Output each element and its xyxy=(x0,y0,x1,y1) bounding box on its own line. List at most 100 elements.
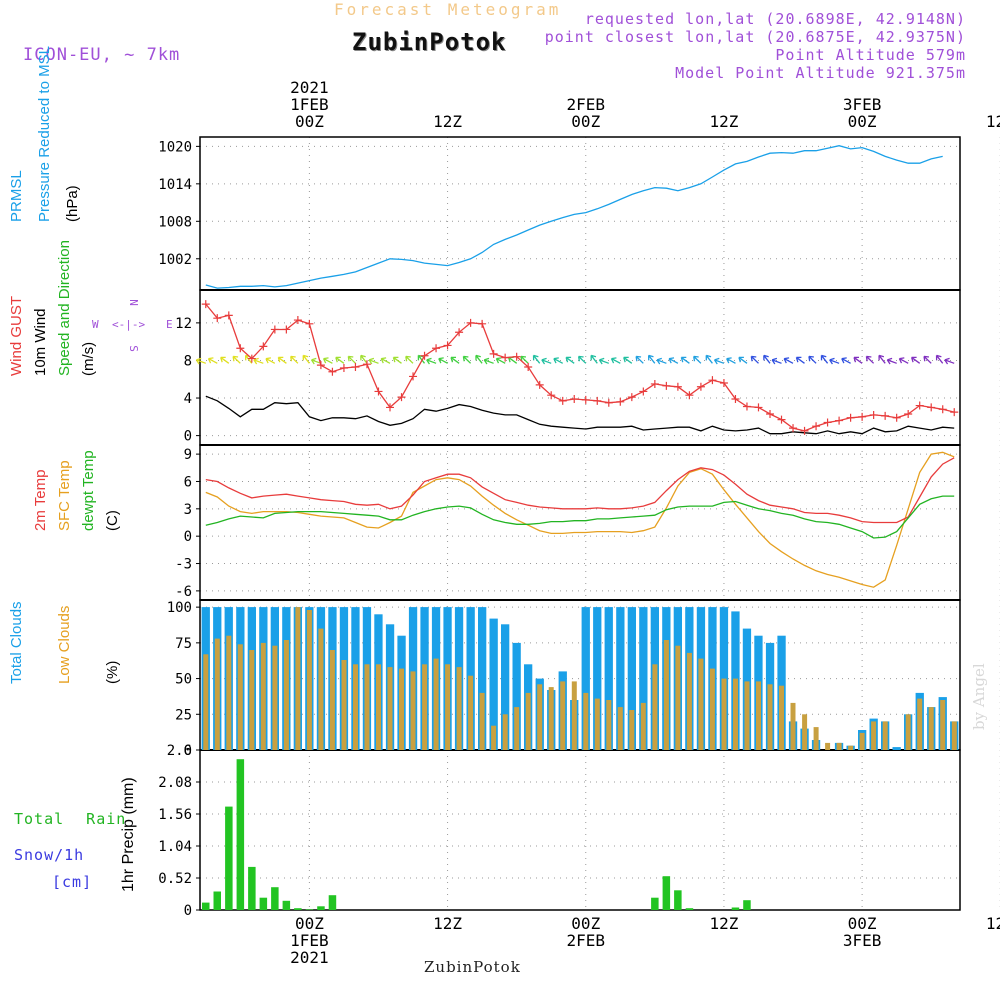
compass-west: W xyxy=(92,318,99,331)
time-tick-label: 1FEB xyxy=(290,95,329,114)
wind-direction-arrow xyxy=(380,357,391,364)
wind-gust-marker xyxy=(766,410,774,418)
ytick-label-clouds: 75 xyxy=(175,636,192,652)
wind-direction-arrow xyxy=(277,356,287,364)
total-cloud-bar xyxy=(501,624,510,750)
ytick-label-wind: 8 xyxy=(184,353,192,369)
wind-direction-arrow xyxy=(808,355,817,364)
wind-gust-marker xyxy=(524,363,533,372)
time-tick-label: 1FEB xyxy=(290,931,329,950)
wind-gust-marker xyxy=(604,398,613,407)
wind-direction-arrow xyxy=(335,356,345,364)
wind-gust-marker xyxy=(812,422,821,431)
ytick-label-precip: 0.52 xyxy=(158,871,192,887)
wind-gust-marker xyxy=(362,360,371,369)
time-tick-label: 12Z xyxy=(433,112,463,131)
rain-bar xyxy=(259,897,268,910)
low-cloud-bar xyxy=(779,685,784,750)
wind-gust-marker xyxy=(869,410,878,419)
wind-direction-arrow xyxy=(935,354,944,364)
wind-gust-marker xyxy=(535,380,544,389)
low-cloud-bar xyxy=(640,702,646,750)
total-cloud-bar xyxy=(581,607,590,750)
low-cloud-bar xyxy=(606,700,612,750)
point-altitude: Point Altitude 579m xyxy=(775,46,966,64)
wind-gust-marker xyxy=(478,319,487,328)
wind-direction-arrow xyxy=(368,357,379,365)
t2m-line xyxy=(205,457,955,524)
wind-direction-arrow xyxy=(475,354,483,364)
low-cloud-bar xyxy=(329,650,335,750)
low-cloud-bar xyxy=(514,707,520,750)
chart-subtitle: Forecast Meteogram xyxy=(334,0,562,19)
low-cloud-bar xyxy=(272,645,278,750)
sfc-temp-line xyxy=(205,451,955,588)
wind-direction-arrow xyxy=(220,356,230,364)
wind-direction-arrow xyxy=(541,357,552,365)
wind-direction-arrow xyxy=(598,357,610,365)
total-cloud-bar xyxy=(892,747,901,750)
wind-direction-arrow xyxy=(450,356,460,364)
wind-direction-arrow xyxy=(565,356,575,364)
wind-direction-arrow xyxy=(820,354,829,364)
wind-gust-marker xyxy=(293,316,302,325)
total-cloud-bar xyxy=(627,607,636,750)
low-cloud-bar xyxy=(422,664,428,750)
wind-gust-marker xyxy=(489,349,498,358)
wind-direction-arrow xyxy=(878,354,886,364)
wind-gust-marker xyxy=(927,403,936,412)
rain-bar xyxy=(202,902,210,910)
low-cloud-bar xyxy=(249,650,255,750)
ytick-label-wind: 0 xyxy=(184,429,192,445)
wind-gust-marker xyxy=(581,395,590,404)
wind-gust-marker xyxy=(639,387,648,396)
ytick-label-precip: 2.6 xyxy=(167,743,192,759)
panel-frame-precip xyxy=(199,749,961,911)
low-cloud-bar xyxy=(733,678,738,750)
precip-legend-snow: Snow/1h xyxy=(14,846,85,864)
wind-gust-marker xyxy=(846,413,855,422)
wind-gust-marker xyxy=(558,396,567,405)
time-tick-label: 12Z xyxy=(985,112,1000,131)
precip-legend-rain: Total Rain xyxy=(14,810,127,828)
wind-direction-arrow xyxy=(438,357,448,364)
total-cloud-bar xyxy=(604,607,613,750)
wind-gust-marker xyxy=(547,391,556,400)
time-tick-label: 2021 xyxy=(290,948,329,967)
ytick-label-pressure: 1002 xyxy=(158,252,192,268)
low-cloud-bar xyxy=(802,714,808,750)
wind-direction-arrow xyxy=(656,357,667,365)
low-cloud-bar xyxy=(491,725,497,750)
low-cloud-bar xyxy=(583,692,589,750)
ytick-label-temp: -6 xyxy=(175,584,192,600)
low-cloud-bar xyxy=(260,642,266,750)
wind-gust-marker xyxy=(777,415,786,424)
wind-compass: W <-|-> E N S xyxy=(90,290,180,360)
low-cloud-bar xyxy=(652,664,658,750)
wind-gust-marker xyxy=(950,408,959,417)
wind-direction-arrow xyxy=(360,354,368,364)
low-cloud-bar xyxy=(709,668,715,750)
low-cloud-bar xyxy=(871,721,877,750)
requested-location: requested lon,lat (20.6898E, 42.9148N) xyxy=(584,10,966,28)
low-cloud-bar xyxy=(456,667,462,750)
wind-gust-marker xyxy=(259,342,268,351)
rain-bar xyxy=(282,900,291,910)
low-cloud-bar xyxy=(825,742,831,750)
dewpt-line xyxy=(205,495,955,539)
wind-direction-arrow xyxy=(426,357,437,365)
low-cloud-bar xyxy=(663,640,669,750)
wind-gust-marker xyxy=(236,344,245,353)
ytick-label-clouds: 100 xyxy=(167,600,192,616)
wind-gust-marker xyxy=(823,418,832,427)
wind-gust-marker xyxy=(731,394,740,403)
time-tick-label: 00Z xyxy=(847,112,877,131)
panel-frame-clouds xyxy=(199,599,961,751)
low-cloud-bar xyxy=(410,671,416,750)
closest-location: point closest lon,lat (20.6875E, 42.9375… xyxy=(544,28,966,46)
wind-gust-marker xyxy=(938,405,947,414)
ytick-label-temp: 0 xyxy=(184,529,192,545)
time-tick-label: 12Z xyxy=(433,914,463,933)
wind-direction-arrow xyxy=(783,357,794,364)
low-cloud-bar xyxy=(387,667,393,750)
